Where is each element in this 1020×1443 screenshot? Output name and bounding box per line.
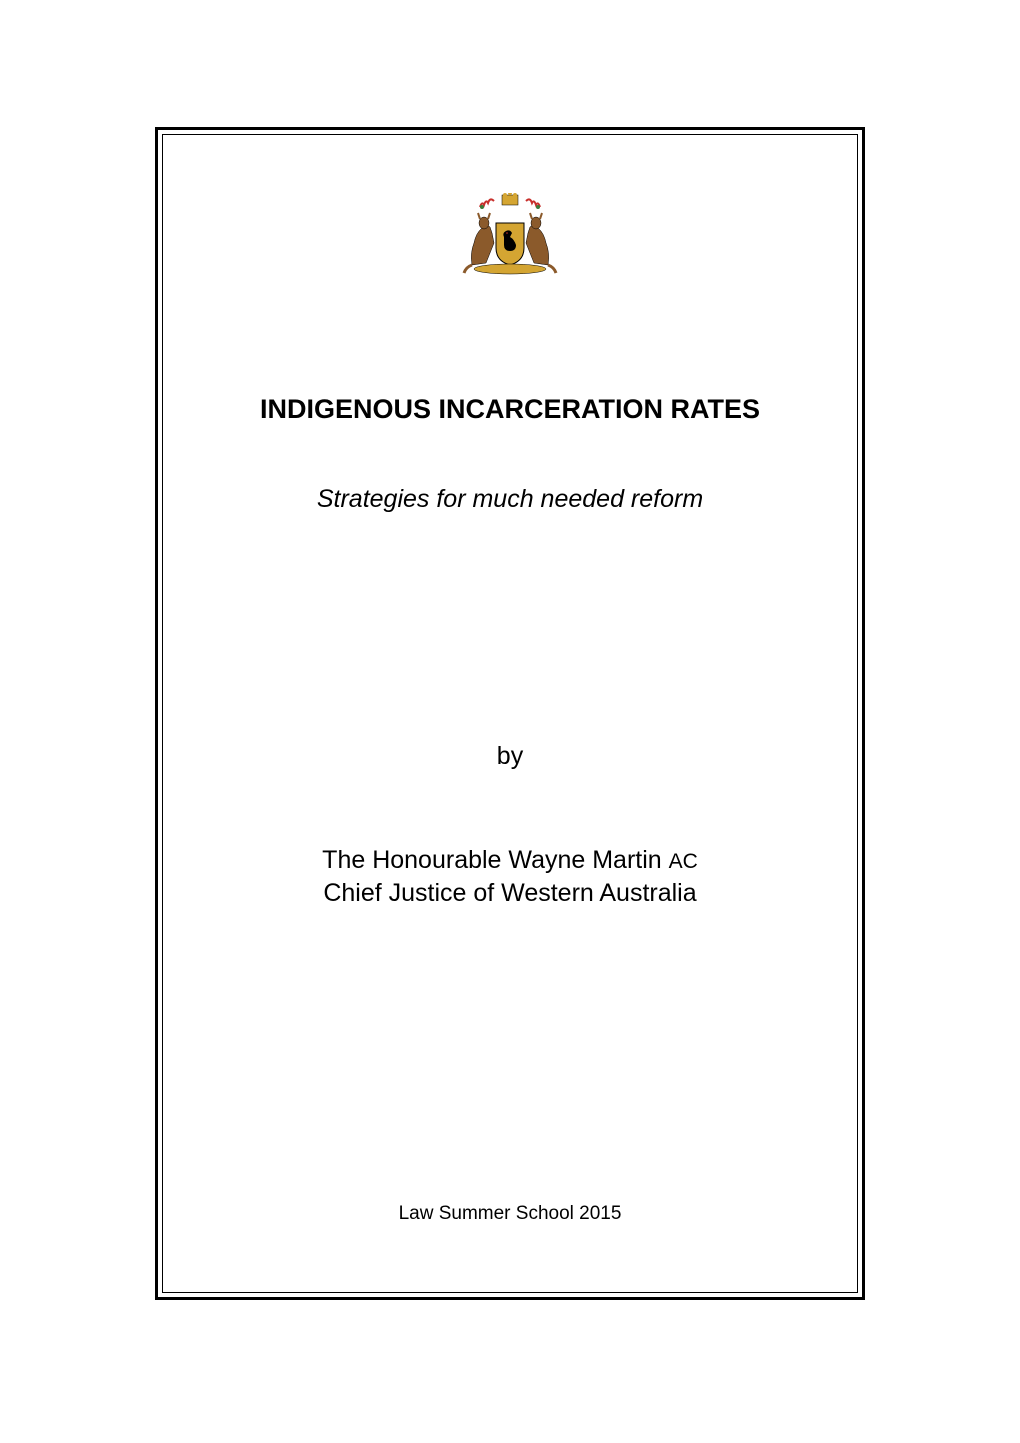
- by-label: by: [497, 742, 523, 771]
- document-subtitle: Strategies for much needed reform: [317, 485, 703, 514]
- document-title: INDIGENOUS INCARCERATION RATES: [260, 394, 760, 425]
- author-name-text: The Honourable Wayne Martin: [322, 846, 662, 874]
- document-outer-frame: INDIGENOUS INCARCERATION RATES Strategie…: [155, 127, 865, 1300]
- author-name: The Honourable Wayne Martin AC: [322, 846, 698, 875]
- document-footer: Law Summer School 2015: [399, 1203, 622, 1225]
- wa-coat-of-arms-icon: [462, 193, 558, 279]
- author-suffix: AC: [669, 850, 698, 873]
- author-title: Chief Justice of Western Australia: [323, 879, 696, 908]
- crest-container: [462, 193, 558, 284]
- document-inner-frame: INDIGENOUS INCARCERATION RATES Strategie…: [162, 134, 858, 1293]
